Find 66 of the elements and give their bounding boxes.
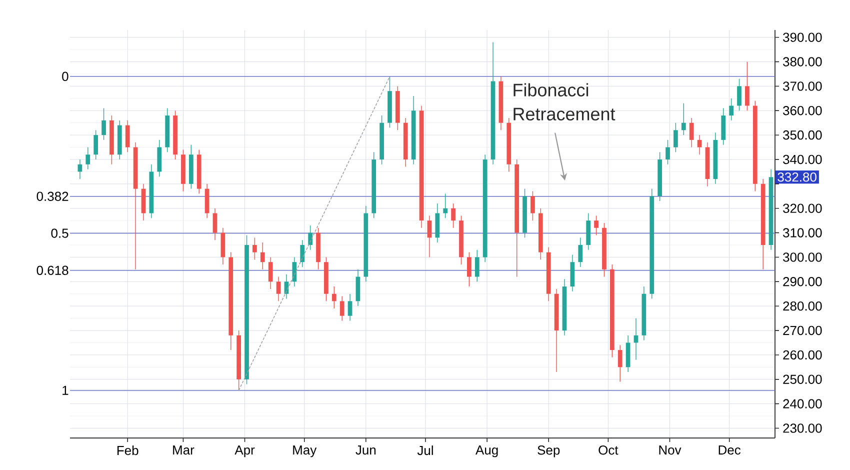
candlestick	[300, 240, 305, 268]
candlestick	[276, 276, 281, 302]
candlestick	[260, 242, 265, 270]
candlestick	[530, 190, 535, 221]
candlestick	[443, 193, 448, 218]
candlestick	[332, 286, 336, 309]
y-tick-label: 360.00	[783, 106, 822, 116]
y-tick-label: 290.00	[783, 277, 822, 286]
y-tick-label: 370.00	[783, 82, 822, 91]
y-tick-label: 300.00	[783, 252, 822, 262]
y-tick-label: 320.00	[783, 204, 822, 213]
y-tick-label: 260.00	[783, 350, 822, 360]
y-tick-label: 250.00	[783, 374, 822, 384]
candlestick	[674, 122, 678, 152]
candlestick	[292, 256, 297, 287]
y-tick-label: 390.00	[783, 32, 822, 42]
candlestick	[729, 98, 734, 121]
candlestick	[340, 296, 344, 322]
candlestick	[94, 130, 98, 160]
candlestick	[474, 250, 480, 282]
text: 0	[62, 72, 68, 82]
y-tick-label: 310.00	[783, 228, 822, 238]
candlestick	[348, 293, 352, 322]
x-tick-label: May	[293, 446, 317, 458]
y-tick-label: 230.00	[783, 424, 822, 433]
candlestick	[102, 108, 106, 140]
candlestick	[594, 215, 598, 236]
candlestick	[689, 118, 694, 148]
x-tick-label: Oct	[598, 446, 618, 455]
candlestick	[666, 140, 670, 165]
x-tick-label: Aug	[476, 446, 498, 458]
x-tick-label: Feb	[117, 446, 138, 456]
candlestick	[308, 225, 312, 250]
annotation: Fibonacci Retracement	[514, 83, 616, 120]
candlestick	[618, 344, 622, 382]
x-tick-label: Mar	[173, 446, 194, 455]
y-tick-label: 270.00	[783, 326, 822, 336]
candlestick	[268, 256, 273, 290]
text: 1	[62, 386, 68, 395]
y-tick-label: 350.00	[783, 130, 822, 140]
candlestick	[466, 252, 472, 287]
x-tick-label: Sep	[538, 446, 560, 458]
y-tick-label: 340.00	[783, 154, 822, 164]
text: 0.5	[51, 228, 68, 238]
candlestick	[745, 61, 750, 111]
text: 0.618	[36, 266, 68, 275]
candlestick	[427, 215, 432, 258]
candlestick	[451, 203, 456, 228]
candlestick	[212, 208, 218, 240]
candlestick	[125, 120, 130, 152]
x-tick-label: Nov	[659, 446, 682, 455]
y-tick-label: 280.00	[783, 301, 822, 311]
y-tick-label: 380.00	[783, 57, 822, 66]
annotation: 332.80	[778, 172, 816, 182]
candlestick	[681, 102, 686, 136]
x-tick-label: Apr	[234, 446, 255, 458]
y-tick-label: 240.00	[783, 399, 822, 408]
candlestick	[86, 146, 90, 170]
candlestick	[737, 78, 742, 111]
x-tick-label: Jun	[356, 446, 376, 455]
x-tick-label: Dec	[718, 446, 741, 455]
candlestick	[578, 237, 583, 268]
x-tick-label: Jul	[417, 446, 433, 456]
text: 0.382	[36, 192, 68, 201]
candlestick	[697, 134, 702, 155]
candlestick	[252, 237, 257, 260]
